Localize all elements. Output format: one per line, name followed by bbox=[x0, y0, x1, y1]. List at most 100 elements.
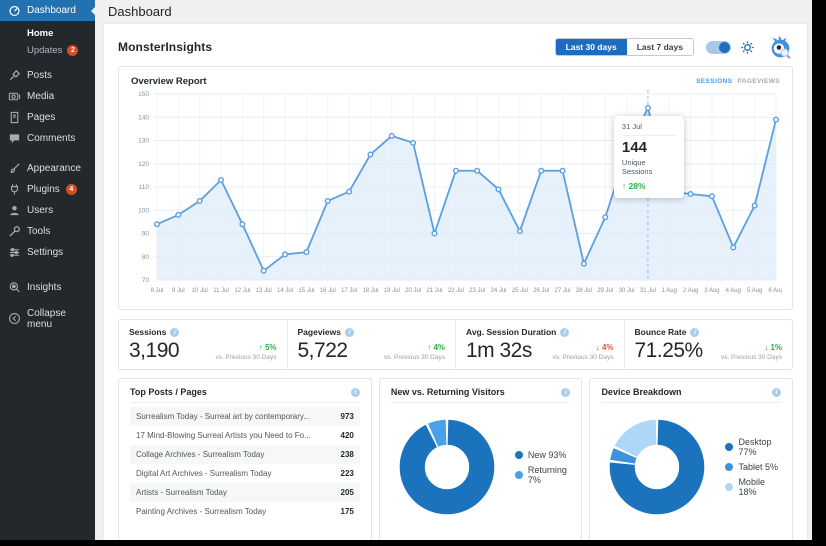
legend-item: Returning 7% bbox=[514, 465, 571, 485]
sidebar-item-settings[interactable]: Settings bbox=[0, 242, 95, 263]
post-views-count: 223 bbox=[340, 469, 354, 478]
legend-dot bbox=[725, 483, 734, 491]
chart-point[interactable] bbox=[218, 177, 225, 184]
chart-point[interactable] bbox=[602, 214, 609, 221]
chart-point[interactable] bbox=[495, 186, 502, 193]
chart-point[interactable] bbox=[708, 193, 715, 200]
sessions-line-chart: 70 80 90 100 110 120 130 140 150 8 Jul 9 Jul 10 Jul… bbox=[131, 88, 784, 307]
sidebar-item-media[interactable]: Media bbox=[0, 86, 95, 107]
svg-text:80: 80 bbox=[142, 254, 150, 261]
svg-text:100: 100 bbox=[138, 207, 149, 214]
last-30-days-button[interactable]: Last 30 days bbox=[555, 39, 627, 55]
chart-point[interactable] bbox=[282, 251, 289, 258]
top-post-row[interactable]: Surrealism Today - Surreal art by contem… bbox=[130, 407, 360, 426]
settings-gear-icon[interactable] bbox=[740, 40, 755, 55]
chart-point[interactable] bbox=[410, 139, 417, 146]
top-post-row[interactable]: Artists - Surrealism Today 205 bbox=[130, 483, 360, 502]
tooltip-series-label: Unique Sessions bbox=[621, 157, 653, 176]
sidebar-item-users[interactable]: Users bbox=[0, 200, 95, 221]
tab-pageviews[interactable]: PAGEVIEWS bbox=[737, 77, 780, 85]
info-icon[interactable] bbox=[560, 327, 570, 337]
stat-delta: ↑ 5% bbox=[258, 343, 277, 352]
chart-point[interactable] bbox=[538, 167, 545, 174]
chart-point[interactable] bbox=[154, 221, 161, 228]
sidebar-item-tools[interactable]: Tools bbox=[0, 221, 95, 242]
top-post-row[interactable]: Collage Archives - Surrealism Today 238 bbox=[130, 445, 360, 464]
sidebar-item-pages[interactable]: Pages bbox=[0, 107, 95, 128]
chart-point[interactable] bbox=[388, 132, 395, 139]
chart-point[interactable] bbox=[452, 167, 459, 174]
svg-text:26 Jul: 26 Jul bbox=[533, 288, 549, 294]
widget-toggle-switch[interactable] bbox=[706, 40, 731, 54]
svg-text:3 Aug: 3 Aug bbox=[704, 288, 719, 294]
stat-caption: vs. Previous 30 Days bbox=[552, 354, 614, 361]
svg-text:15 Jul: 15 Jul bbox=[298, 288, 314, 294]
post-views-count: 175 bbox=[340, 507, 354, 516]
sidebar-item-updates[interactable]: Updates 2 bbox=[0, 42, 95, 59]
sliders-icon bbox=[8, 246, 21, 259]
svg-text:120: 120 bbox=[138, 161, 149, 168]
sidebar-item-insights[interactable]: Insights bbox=[0, 277, 95, 298]
post-title: Digital Art Archives - Surrealism Today bbox=[136, 469, 272, 478]
top-posts-panel: Top Posts / Pages Surrealism Today - Sur… bbox=[118, 378, 372, 540]
svg-text:17 Jul: 17 Jul bbox=[341, 288, 357, 294]
chart-point[interactable] bbox=[687, 190, 694, 197]
top-post-row[interactable]: Digital Art Archives - Surrealism Today 2… bbox=[130, 464, 360, 483]
svg-text:11 Jul: 11 Jul bbox=[213, 288, 229, 294]
legend-item: Mobile 18% bbox=[725, 477, 781, 497]
page-title-bar: Dashboard bbox=[95, 0, 812, 23]
chart-point[interactable] bbox=[175, 211, 182, 218]
sidebar-item-posts[interactable]: Posts bbox=[0, 65, 95, 86]
top-post-row[interactable]: 17 Mind-Blowing Surreal Artists you Need… bbox=[130, 426, 360, 445]
chart-point[interactable] bbox=[324, 197, 331, 204]
info-icon[interactable] bbox=[344, 327, 354, 337]
info-icon[interactable] bbox=[772, 387, 782, 397]
svg-text:21 Jul: 21 Jul bbox=[426, 288, 442, 294]
chart-point[interactable] bbox=[516, 228, 523, 235]
legend-label: Desktop 77% bbox=[738, 437, 772, 457]
chart-point[interactable] bbox=[367, 151, 374, 158]
chart-point[interactable] bbox=[580, 260, 587, 267]
chart-point[interactable] bbox=[559, 167, 566, 174]
sidebar-item-dashboard[interactable]: Dashboard bbox=[0, 0, 95, 21]
brand-title: MonsterInsights bbox=[118, 40, 213, 54]
overview-report-title: Overview Report bbox=[131, 75, 207, 87]
page-title: Dashboard bbox=[108, 4, 172, 19]
svg-text:8 Jul: 8 Jul bbox=[151, 288, 164, 294]
info-icon[interactable] bbox=[350, 387, 360, 397]
chart-point[interactable] bbox=[730, 244, 737, 251]
legend-dot bbox=[725, 443, 734, 451]
sidebar-item-collapse-menu[interactable]: Collapse menu bbox=[0, 308, 95, 330]
top-post-row[interactable]: Painting Archives - Surrealism Today 175 bbox=[130, 502, 360, 521]
svg-text:6 Aug: 6 Aug bbox=[768, 288, 782, 294]
chart-point[interactable] bbox=[644, 104, 651, 111]
chart-point[interactable] bbox=[260, 267, 267, 274]
info-icon[interactable] bbox=[170, 327, 180, 337]
info-icon[interactable] bbox=[561, 387, 571, 397]
sidebar-item-comments[interactable]: Comments bbox=[0, 128, 95, 149]
document-icon bbox=[8, 111, 21, 124]
info-icon[interactable] bbox=[690, 327, 700, 337]
chart-point[interactable] bbox=[474, 167, 481, 174]
legend-dot bbox=[514, 470, 523, 479]
overview-report-card: Overview Report SESSIONS PAGEVIEWS 70 80 9… bbox=[118, 66, 793, 310]
sidebar-item-appearance[interactable]: Appearance bbox=[0, 158, 95, 179]
last-7-days-button[interactable]: Last 7 days bbox=[626, 39, 693, 55]
kpi-stats-row: Sessions 3,190 ↑ 5%vs. Previous 30 Days … bbox=[118, 319, 793, 370]
sidebar-item-home[interactable]: Home bbox=[27, 28, 54, 39]
insights-monster-icon bbox=[8, 281, 21, 294]
tab-sessions[interactable]: SESSIONS bbox=[696, 77, 733, 85]
svg-text:30 Jul: 30 Jul bbox=[619, 288, 635, 294]
chart-point[interactable] bbox=[773, 116, 780, 123]
chart-point[interactable] bbox=[239, 221, 246, 228]
speech-bubble-icon bbox=[8, 132, 21, 145]
panel-title: New vs. Returning Visitors bbox=[390, 387, 505, 397]
chart-point[interactable] bbox=[196, 197, 203, 204]
chart-point[interactable] bbox=[431, 230, 438, 237]
chart-point[interactable] bbox=[303, 249, 310, 256]
svg-text:19 Jul: 19 Jul bbox=[384, 288, 400, 294]
sidebar-item-plugins[interactable]: Plugins 4 bbox=[0, 179, 95, 200]
chart-point[interactable] bbox=[751, 202, 758, 209]
donut-segment-desktop bbox=[610, 419, 705, 515]
chart-point[interactable] bbox=[346, 188, 353, 195]
